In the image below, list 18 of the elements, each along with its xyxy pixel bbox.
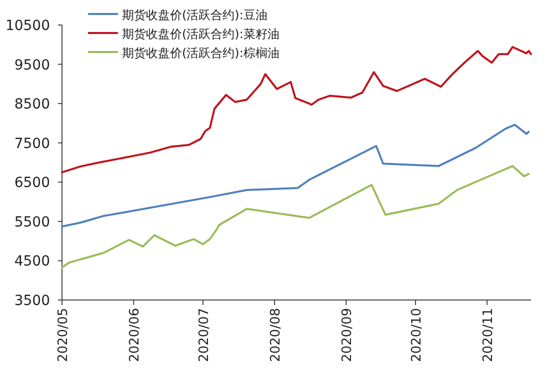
- x-tick-label: 2020/06: [128, 308, 143, 362]
- y-tick-label: 7500: [14, 136, 50, 152]
- y-tick-label: 8500: [14, 96, 50, 113]
- x-tick-label: 2020/05: [56, 308, 71, 362]
- y-tick-label: 9500: [14, 57, 50, 74]
- y-tick-label: 5500: [14, 214, 50, 230]
- legend-label: 期货收盘价(活跃合约):菜籽油: [122, 27, 280, 41]
- x-tick-label: 2020/10: [409, 308, 424, 362]
- x-tick-label: 2020/07: [196, 308, 212, 362]
- y-tick-label: 6500: [14, 175, 50, 192]
- legend-label: 期货收盘价(活跃合约):棕榈油: [122, 46, 280, 60]
- y-tick-label: 10500: [5, 18, 50, 34]
- x-tick-label: 2020/11: [481, 308, 496, 362]
- x-tick-label: 2020/08: [268, 308, 284, 362]
- x-tick-label: 2020/09: [340, 308, 356, 362]
- legend-label: 期货收盘价(活跃合约):豆油: [122, 8, 268, 22]
- y-tick-label: 3500: [14, 293, 50, 309]
- y-tick-label: 4500: [14, 254, 50, 270]
